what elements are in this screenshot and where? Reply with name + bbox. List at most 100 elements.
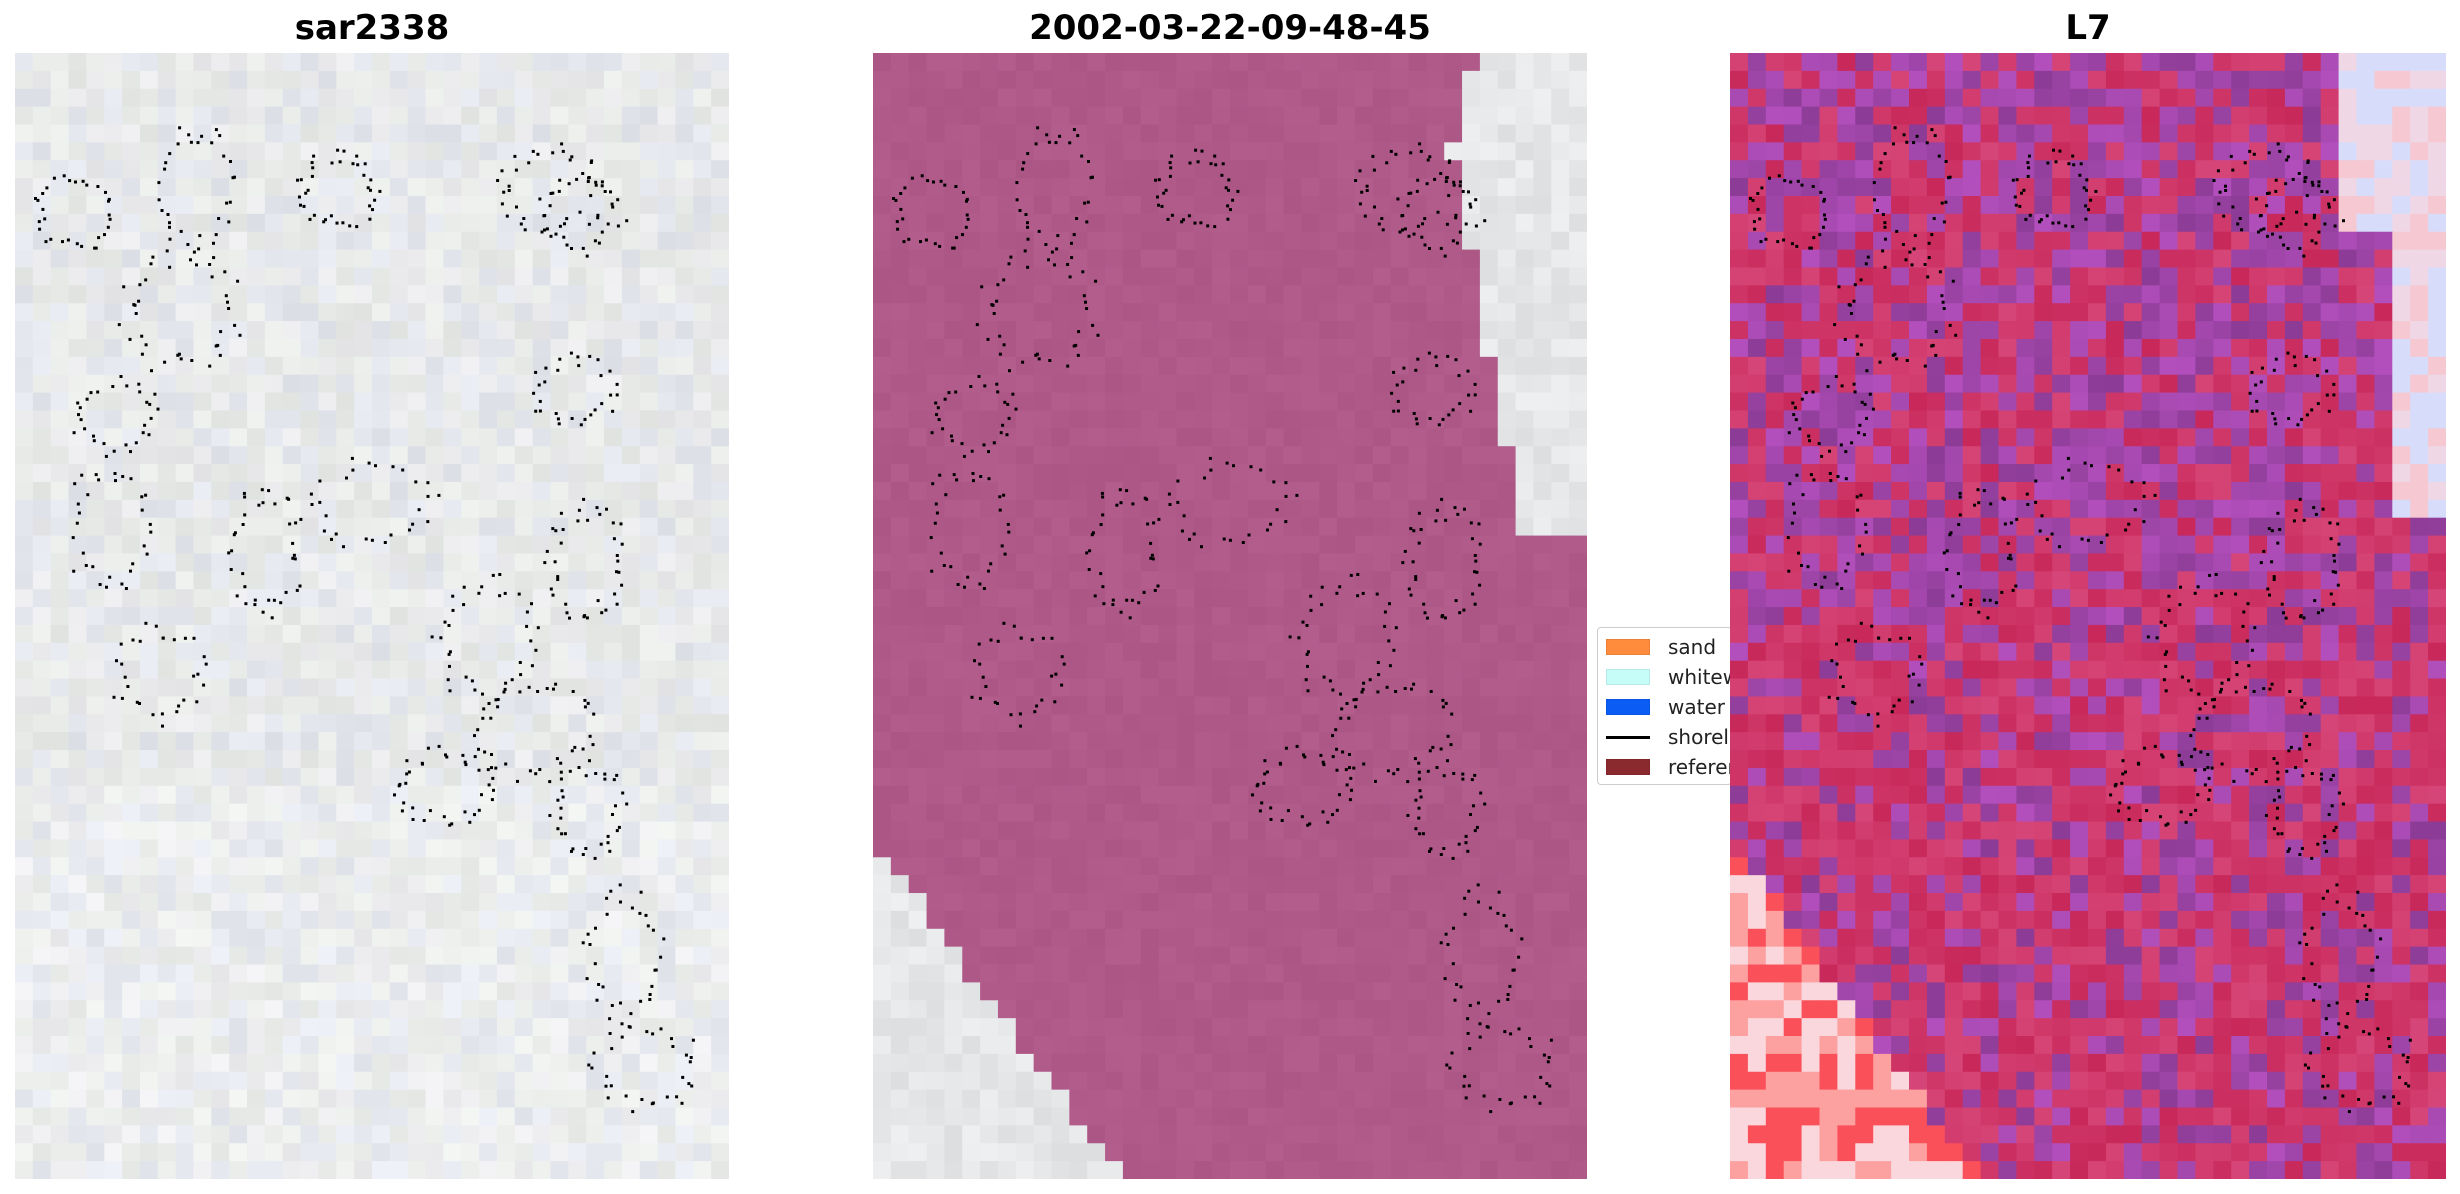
shoreline-point [1102,602,1106,606]
shoreline-point [210,275,214,279]
shoreline-point [1056,234,1060,238]
shoreline-point [133,303,137,307]
shoreline-point [1388,664,1392,668]
shoreline-point [1895,229,1899,233]
shoreline-point [293,557,297,561]
shoreline-point [228,200,232,204]
shoreline-point [1137,601,1141,605]
shoreline-point [253,603,257,607]
shoreline-point [151,255,155,259]
shoreline-point [1441,614,1445,618]
shoreline-point [2257,230,2260,234]
shoreline-point [1395,383,1399,387]
shoreline-point [903,186,907,190]
shoreline-point [1958,491,1962,495]
shoreline-point [145,400,149,404]
shoreline-point [1224,186,1228,190]
shoreline-point [965,213,969,217]
shoreline-point [1835,642,1838,646]
shoreline-point [113,472,117,475]
shoreline-point [1083,201,1087,205]
shoreline-point [2357,1098,2361,1101]
shoreline-point [241,572,245,576]
shoreline-point [1879,161,1883,165]
shoreline-point [1156,584,1160,588]
shoreline-point [45,186,49,190]
shoreline-point [1356,594,1360,598]
shoreline-point [620,1022,624,1026]
shoreline-point [2178,603,2182,607]
shoreline-point [1464,834,1468,838]
shoreline-point [214,233,218,237]
shoreline-point [216,343,220,347]
shoreline-point [2197,716,2201,720]
shoreline-point [368,217,372,221]
shoreline-point [1881,213,1885,216]
shoreline-point [639,890,643,894]
shoreline-point [2310,856,2314,860]
shoreline-point [291,556,295,560]
shoreline-point [2321,608,2325,612]
shoreline-point [551,191,555,195]
shoreline-point [1034,353,1038,357]
shoreline-point [1426,616,1429,620]
shoreline-point [329,214,333,218]
shoreline-point [1358,202,1362,206]
shoreline-point [1835,582,1839,586]
shoreline-point [630,906,634,910]
shoreline-point [1989,502,1993,506]
shoreline-point [1908,636,1911,640]
shoreline-point [2179,760,2183,764]
shoreline-point [568,616,571,620]
shoreline-point [1458,230,1462,234]
shoreline-point [1945,549,1949,553]
shoreline-point [1001,423,1005,427]
shoreline-point [1037,229,1041,233]
shoreline-point [2266,192,2269,195]
shoreline-point [76,502,80,506]
shoreline-point [2332,829,2336,833]
shoreline-point [1908,250,1912,254]
shoreline-point [1853,390,1857,394]
shoreline-point [428,809,432,813]
shoreline-point [1409,593,1413,597]
shoreline-point [1373,205,1376,209]
legend-item-reference: reference [1606,751,1731,781]
shoreline-point [2203,702,2207,705]
shoreline-point [2327,409,2331,413]
shoreline-point [933,521,937,525]
shoreline-point [963,585,966,589]
shoreline-point [616,559,620,563]
shoreline-point [1160,204,1164,208]
shoreline-point [208,364,212,368]
shoreline-point [1497,890,1501,894]
shoreline-point [1423,217,1427,221]
sar-image-panel [15,53,729,1179]
shoreline-point [2303,1063,2307,1067]
shoreline-point [2270,560,2274,564]
shoreline-point [1912,247,1916,251]
shoreline-point [43,217,47,221]
shoreline-point [1417,511,1421,515]
shoreline-point [1361,687,1365,691]
shoreline-point [611,205,615,209]
shoreline-point [929,536,933,540]
shoreline-point [1260,801,1264,805]
shoreline-point [1394,690,1398,693]
shoreline-point [1410,687,1413,691]
shoreline-point [468,820,472,824]
shoreline-point [1412,412,1416,415]
shoreline-point [2312,506,2316,510]
shoreline-point [989,562,993,566]
shoreline-point [168,237,172,241]
shoreline-point [2015,517,2019,521]
shoreline-point [1546,1060,1550,1064]
shoreline-point [1279,762,1282,766]
shoreline-point [257,503,261,507]
shoreline-point [2083,461,2087,465]
panel-1-title: sar2338 [294,8,450,48]
shoreline-point [2317,180,2321,184]
shoreline-point [1002,621,1006,625]
shoreline-point [138,283,142,287]
